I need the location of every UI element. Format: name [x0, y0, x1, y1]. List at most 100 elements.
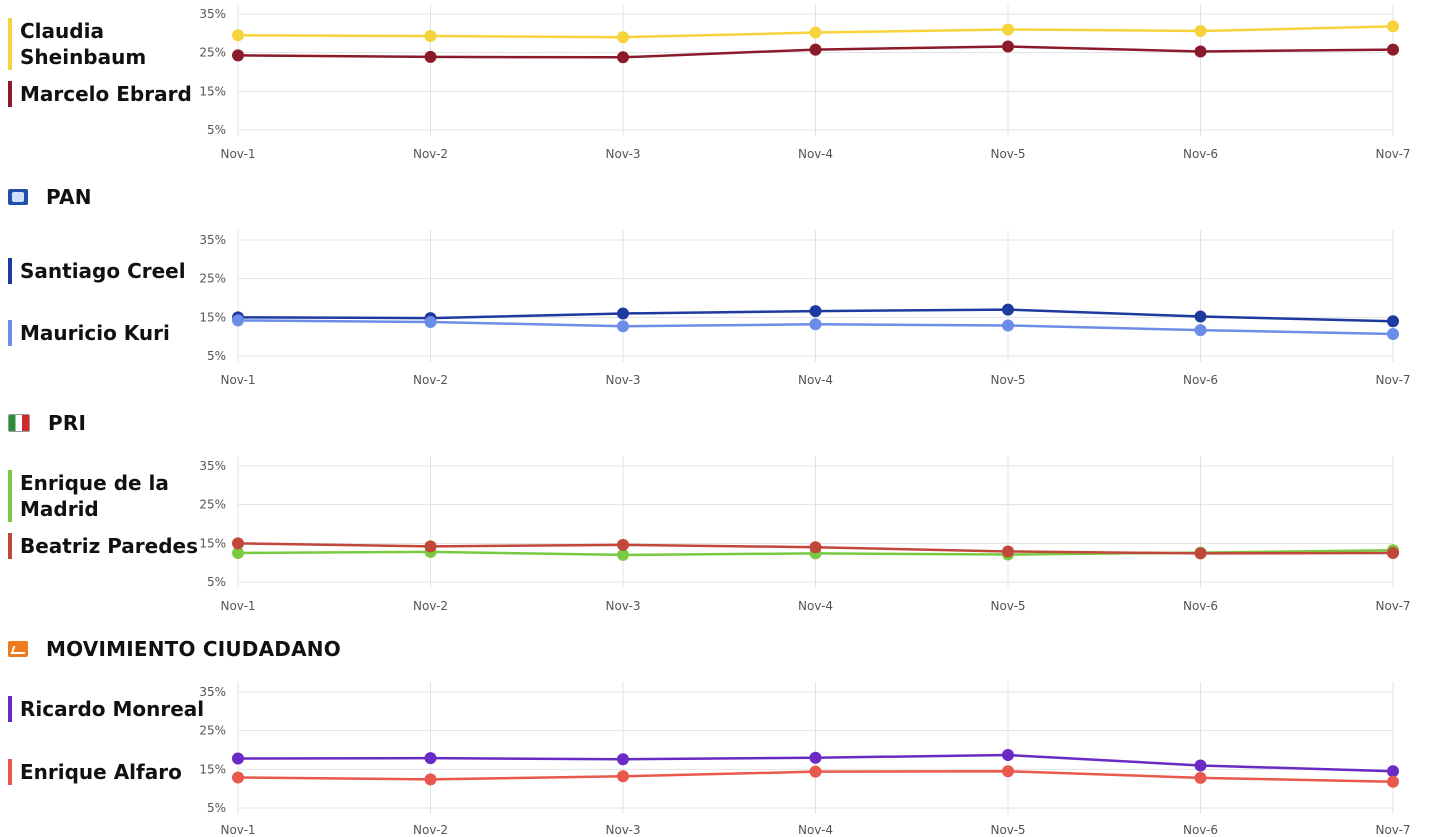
chart-block-4: MOVIMIENTO CIUDADANO Ricardo Monreal Enr…: [0, 635, 1430, 837]
y-tick-label: 15%: [199, 762, 226, 776]
y-tick-label: 25%: [199, 46, 226, 60]
data-point: [424, 50, 437, 63]
y-tick-label: 15%: [199, 536, 226, 550]
x-tick-label: Nov-2: [413, 147, 448, 161]
y-tick-label: 5%: [207, 123, 226, 137]
x-tick-label: Nov-1: [220, 373, 255, 387]
data-point: [1002, 749, 1014, 762]
data-point: [1387, 43, 1399, 56]
data-point: [1002, 40, 1014, 53]
data-point: [617, 548, 629, 561]
party-name: MOVIMIENTO CIUDADANO: [46, 637, 341, 661]
data-point: [617, 320, 629, 333]
data-point: [424, 773, 437, 786]
chart-block-3: PRI Enrique de la Madrid Beatriz Paredes: [0, 409, 1430, 624]
x-tick-label: Nov-5: [990, 373, 1025, 387]
x-tick-label: Nov-5: [990, 599, 1025, 613]
x-tick-label: Nov-4: [798, 599, 833, 613]
legend-item: Mauricio Kuri: [8, 320, 220, 346]
legend-item: Santiago Creel: [8, 258, 210, 284]
party-name: PRI: [48, 411, 87, 435]
x-tick-label: Nov-5: [990, 823, 1025, 837]
chart-block-2: PAN Santiago Creel Mauricio Kuri: [0, 183, 1430, 398]
data-point: [232, 547, 244, 559]
x-tick-label: Nov-6: [1183, 373, 1218, 387]
data-point: [1194, 45, 1207, 58]
x-tick-label: Nov-4: [798, 373, 833, 387]
data-point: [232, 537, 244, 550]
legend-item: Beatriz Paredes: [8, 533, 210, 559]
x-tick-label: Nov-4: [798, 823, 833, 837]
data-point: [232, 49, 244, 62]
x-tick-label: Nov-3: [605, 147, 640, 161]
data-point: [232, 752, 244, 765]
data-point: [1387, 765, 1399, 778]
party-header: MOVIMIENTO CIUDADANO: [8, 637, 341, 661]
data-point: [809, 765, 822, 778]
legend-item: Enrique Alfaro: [8, 759, 210, 785]
data-point: [617, 31, 629, 44]
chart-block-1: Claudia Sheinbaum Marcelo Ebrard: [0, 0, 1430, 170]
data-point: [809, 43, 822, 56]
x-tick-label: Nov-4: [798, 147, 833, 161]
y-tick-label: 5%: [207, 349, 226, 363]
party-header: PAN: [8, 185, 92, 209]
data-point: [1194, 324, 1207, 337]
x-tick-label: Nov-7: [1375, 147, 1410, 161]
x-tick-label: Nov-2: [413, 373, 448, 387]
x-tick-label: Nov-1: [220, 147, 255, 161]
data-point: [809, 751, 822, 764]
x-tick-label: Nov-3: [605, 599, 640, 613]
data-point: [617, 307, 629, 320]
x-tick-label: Nov-3: [605, 823, 640, 837]
data-point: [424, 540, 437, 553]
party-header: PRI: [8, 411, 86, 435]
x-tick-label: Nov-6: [1183, 823, 1218, 837]
data-point: [1387, 315, 1399, 328]
y-tick-label: 35%: [199, 459, 226, 473]
data-point: [232, 29, 244, 42]
data-point: [424, 315, 437, 328]
data-point: [809, 541, 822, 554]
data-point: [1194, 759, 1207, 772]
y-tick-label: 5%: [207, 801, 226, 815]
data-point: [809, 318, 822, 331]
mc-logo-icon: [8, 641, 28, 657]
y-tick-label: 25%: [199, 272, 226, 286]
x-tick-label: Nov-2: [413, 823, 448, 837]
data-point: [1194, 310, 1207, 323]
data-point: [1002, 23, 1014, 36]
y-tick-label: 5%: [207, 575, 226, 589]
legend-item: Claudia Sheinbaum: [8, 18, 210, 70]
data-point: [809, 305, 822, 318]
data-point: [1002, 765, 1014, 778]
data-point: [617, 770, 629, 783]
x-tick-label: Nov-6: [1183, 147, 1218, 161]
x-tick-label: Nov-7: [1375, 823, 1410, 837]
data-point: [809, 26, 822, 39]
party-name: PAN: [46, 185, 92, 209]
x-tick-label: Nov-7: [1375, 599, 1410, 613]
data-point: [1194, 25, 1207, 38]
data-point: [424, 752, 437, 765]
data-point: [1194, 547, 1207, 560]
data-point: [617, 538, 629, 551]
x-tick-label: Nov-3: [605, 373, 640, 387]
data-point: [1387, 327, 1399, 340]
x-tick-label: Nov-6: [1183, 599, 1218, 613]
x-tick-label: Nov-1: [220, 823, 255, 837]
pan-logo-icon: [8, 189, 28, 205]
data-point: [1194, 771, 1207, 784]
data-point: [1002, 545, 1014, 558]
legend-item: Enrique de la Madrid: [8, 470, 210, 522]
y-tick-label: 15%: [199, 310, 226, 324]
y-tick-label: 35%: [199, 685, 226, 699]
data-point: [1387, 20, 1399, 33]
x-tick-label: Nov-7: [1375, 373, 1410, 387]
y-tick-label: 25%: [199, 498, 226, 512]
data-point: [232, 771, 244, 784]
y-tick-label: 35%: [199, 233, 226, 247]
data-point: [617, 753, 629, 766]
x-tick-label: Nov-1: [220, 599, 255, 613]
